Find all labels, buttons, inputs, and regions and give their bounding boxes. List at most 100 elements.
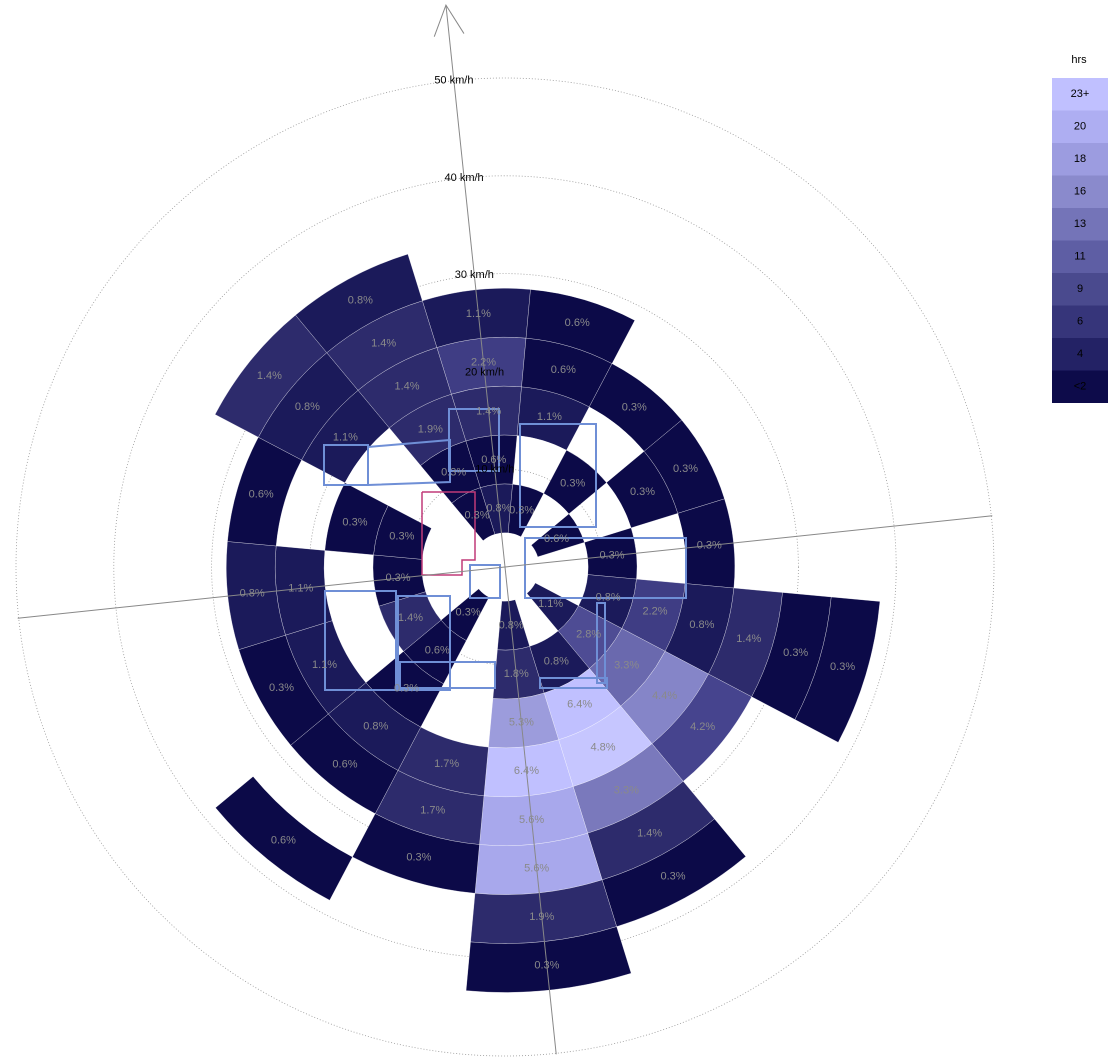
wedge bbox=[531, 513, 585, 558]
overlay-shape bbox=[519, 423, 597, 528]
value-label: 0.6% bbox=[481, 454, 506, 466]
value-label: 0.6% bbox=[565, 317, 590, 329]
value-label: 1.9% bbox=[418, 423, 443, 435]
value-label: 0.6% bbox=[425, 645, 450, 657]
wedge bbox=[507, 484, 544, 537]
value-label: 0.8% bbox=[295, 401, 320, 413]
value-label: 1.7% bbox=[420, 805, 445, 817]
wedge bbox=[295, 253, 423, 353]
value-label: 1.1% bbox=[288, 582, 313, 594]
legend-swatch bbox=[1052, 143, 1108, 176]
value-label: 0.3% bbox=[599, 550, 624, 562]
value-label: 0.3% bbox=[534, 960, 559, 972]
overlay-outline bbox=[421, 491, 476, 576]
legend-label: 20 bbox=[1074, 120, 1086, 132]
ring-grid bbox=[15, 77, 995, 1057]
value-label: 5.3% bbox=[509, 717, 534, 729]
wedge bbox=[794, 596, 881, 743]
value-label: 0.3% bbox=[406, 852, 431, 864]
legend-label: 13 bbox=[1074, 218, 1086, 230]
value-label: 1.9% bbox=[529, 911, 554, 923]
legend: hrs 23+ 20 18 16 13 11 9 6 4 <2 bbox=[1052, 54, 1108, 403]
value-label: 3.3% bbox=[614, 659, 639, 671]
floor-plan-overlay bbox=[323, 408, 687, 691]
value-label: 6.4% bbox=[514, 765, 539, 777]
value-label: 0.8% bbox=[596, 591, 621, 603]
overlay-shape bbox=[539, 677, 608, 689]
ring-label: 50 km/h bbox=[434, 75, 473, 87]
legend-swatch bbox=[1052, 208, 1108, 241]
wedge bbox=[215, 776, 353, 901]
legend-label: 4 bbox=[1077, 348, 1083, 360]
legend-swatch bbox=[1052, 175, 1108, 208]
value-label: 2.2% bbox=[642, 605, 667, 617]
legend-swatch bbox=[1052, 305, 1108, 338]
legend-swatch bbox=[1052, 370, 1108, 403]
value-label: 3.3% bbox=[614, 784, 639, 796]
value-label: 1.4% bbox=[637, 827, 662, 839]
value-label: 2.2% bbox=[471, 357, 496, 369]
legend-label: <2 bbox=[1074, 380, 1087, 392]
value-label: 0.8% bbox=[363, 721, 388, 733]
wedges bbox=[214, 253, 881, 993]
legend-label: 16 bbox=[1074, 185, 1086, 197]
value-label: 1.8% bbox=[504, 668, 529, 680]
value-label: 0.6% bbox=[271, 835, 296, 847]
value-label: 0.6% bbox=[551, 364, 576, 376]
value-label: 0.3% bbox=[697, 539, 722, 551]
axes bbox=[17, 3, 993, 1055]
legend-label: 18 bbox=[1074, 153, 1086, 165]
value-label: 0.3% bbox=[830, 661, 855, 673]
legend-swatch bbox=[1052, 78, 1108, 111]
value-label: 0.3% bbox=[509, 505, 534, 517]
value-label: 0.8% bbox=[544, 655, 569, 667]
axis-line bbox=[504, 515, 993, 568]
value-label: 2.8% bbox=[576, 629, 601, 641]
ring-grid bbox=[211, 273, 799, 861]
value-label: 0.3% bbox=[630, 486, 655, 498]
value-label: 0.3% bbox=[385, 572, 410, 584]
value-label: 4.4% bbox=[652, 690, 677, 702]
value-label: 0.3% bbox=[456, 607, 481, 619]
ring-label: 10 km/h bbox=[475, 464, 514, 476]
axis-line bbox=[504, 566, 557, 1055]
axis-line bbox=[17, 566, 506, 619]
value-label: 1.4% bbox=[476, 405, 501, 417]
value-label: 1.7% bbox=[434, 758, 459, 770]
overlay-shape bbox=[367, 438, 451, 486]
value-label: 0.8% bbox=[240, 587, 265, 599]
overlay-shape bbox=[399, 661, 496, 689]
wedge bbox=[352, 813, 480, 894]
axis-line bbox=[445, 5, 506, 568]
axis-arrow bbox=[433, 3, 465, 37]
value-label: 1.4% bbox=[257, 370, 282, 382]
value-label: 5.6% bbox=[519, 814, 544, 826]
value-label: 1.4% bbox=[371, 337, 396, 349]
value-label: 0.3% bbox=[389, 530, 414, 542]
overlay-shape bbox=[397, 595, 451, 691]
legend-label: 6 bbox=[1077, 315, 1083, 327]
value-label: 4.2% bbox=[690, 721, 715, 733]
overlay-shape bbox=[323, 444, 369, 486]
legend-label: 11 bbox=[1074, 250, 1085, 262]
value-label: 0.3% bbox=[560, 477, 585, 489]
ring-label: 30 km/h bbox=[455, 269, 494, 281]
value-label: 4.8% bbox=[590, 741, 615, 753]
legend-swatch bbox=[1052, 338, 1108, 371]
value-label: 0.8% bbox=[689, 619, 714, 631]
ring-grid bbox=[113, 175, 897, 959]
legend-title: hrs bbox=[1071, 54, 1087, 66]
ring-label: 40 km/h bbox=[445, 172, 484, 184]
overlay-shape bbox=[324, 590, 397, 691]
value-label: 5.6% bbox=[524, 862, 549, 874]
value-label: 0.8% bbox=[348, 294, 373, 306]
overlay-shape bbox=[469, 564, 501, 599]
legend-label: 9 bbox=[1077, 283, 1083, 295]
value-label: 0.3% bbox=[660, 870, 685, 882]
value-label: 0.6% bbox=[249, 489, 274, 501]
legend-label: 23+ bbox=[1071, 88, 1090, 100]
value-label: 0.8% bbox=[499, 619, 524, 631]
value-label: 0.3% bbox=[394, 683, 419, 695]
wedge bbox=[543, 449, 607, 515]
